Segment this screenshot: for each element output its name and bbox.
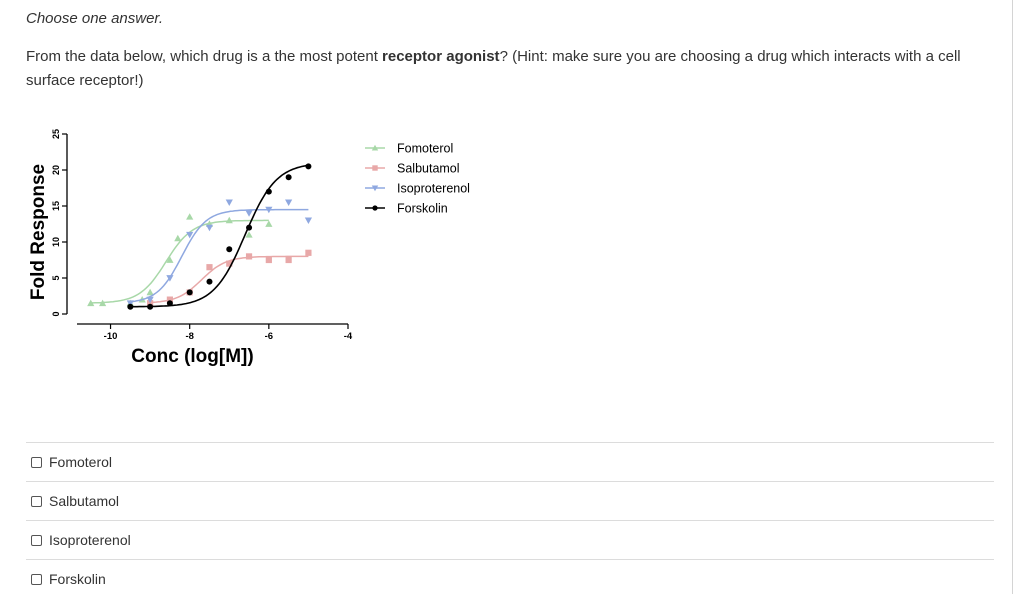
data-point-forskolin (226, 246, 233, 253)
y-tick-label: 20 (51, 165, 61, 175)
x-tick-label: -4 (344, 331, 353, 342)
data-point-isoproterenol (225, 199, 233, 206)
checkbox-icon[interactable] (31, 573, 42, 585)
legend-label-isoproterenol: Isoproterenol (397, 182, 470, 196)
data-point-salbutamol (285, 256, 292, 264)
data-point-isoproterenol (265, 206, 273, 214)
option-isoproterenol[interactable]: Isoproterenol (26, 520, 994, 559)
question-suffix: ? (Hint: make sure you are choosing a dr… (26, 48, 961, 89)
legend-marker-fomoterol (371, 144, 379, 151)
data-point-forskolin (127, 303, 134, 310)
checkbox-icon[interactable] (31, 534, 42, 546)
legend-label-fomoterol: Fomoterol (397, 142, 453, 156)
question-prefix: From the data below, which drug is a the… (26, 48, 383, 65)
data-point-isoproterenol (126, 300, 134, 307)
question-bold: receptor agonist (382, 48, 500, 65)
data-point-salbutamol (226, 260, 233, 267)
data-point-forskolin (305, 163, 312, 170)
x-axis-label: Conc (log[M]) (131, 346, 253, 367)
data-point-salbutamol (245, 253, 253, 260)
series-curve-forskolin (130, 164, 309, 308)
x-tick-label: -10 (104, 331, 118, 342)
data-point-forskolin (206, 278, 213, 285)
option-salbutamol[interactable]: Salbutamol (26, 481, 994, 520)
legend-label-salbutamol: Salbutamol (397, 162, 460, 176)
question-text: From the data below, which drug is a the… (26, 45, 996, 93)
legend-marker-salbutamol (372, 165, 378, 171)
y-tick-label: 0 (51, 311, 61, 316)
y-axis-label: Fold Response (28, 164, 49, 300)
data-point-forskolin (265, 188, 272, 195)
checkbox-icon[interactable] (31, 495, 42, 507)
checkbox-icon[interactable] (31, 456, 42, 468)
data-point-forskolin (147, 303, 154, 310)
data-point-fomoterol (174, 234, 182, 242)
legend-marker-isoproterenol (371, 185, 379, 192)
data-point-salbutamol (166, 296, 174, 303)
data-point-fomoterol (245, 231, 253, 238)
data-point-salbutamol (305, 249, 312, 256)
x-tick-label: -8 (185, 331, 193, 342)
data-point-forskolin (285, 174, 292, 181)
data-point-fomoterol (186, 213, 194, 220)
data-point-isoproterenol (285, 199, 293, 206)
data-point-forskolin (166, 300, 173, 307)
answer-options: Fomoterol Salbutamol Isoproterenol Forsk… (26, 442, 994, 598)
data-point-isoproterenol (166, 275, 174, 282)
data-point-fomoterol (225, 216, 233, 224)
y-tick-label: 25 (51, 129, 61, 139)
series-curve-isoproterenol (130, 208, 309, 303)
dose-response-chart: 0 5 10 15 20 25 -10 -8 -6 -4 Conc (log[M]) Fold Res… (28, 129, 470, 367)
y-tick-label: 15 (51, 201, 61, 211)
data-point-forskolin (246, 224, 253, 231)
data-point-fomoterol (265, 220, 273, 227)
y-tick-label: 10 (51, 237, 61, 247)
option-label: Isoproterenol (49, 532, 131, 548)
series-curve-fomoterol (90, 219, 269, 304)
option-label: Fomoterol (49, 454, 113, 470)
data-point-salbutamol (147, 300, 154, 307)
legend-marker-forskolin (372, 205, 378, 211)
data-point-isoproterenol (245, 210, 253, 217)
data-point-isoproterenol (146, 296, 154, 304)
y-tick-label: 5 (51, 275, 61, 280)
data-point-fomoterol (87, 299, 95, 307)
option-label: Forskolin (49, 571, 106, 587)
instruction-text: Choose one answer. (26, 10, 164, 27)
data-point-isoproterenol (304, 217, 313, 224)
data-point-salbutamol (206, 264, 213, 271)
data-point-isoproterenol (186, 231, 194, 239)
legend-label-forskolin: Forskolin (397, 202, 448, 216)
option-label: Salbutamol (49, 493, 120, 509)
data-point-fomoterol (146, 288, 154, 296)
data-point-fomoterol (99, 299, 107, 307)
option-fomoterol[interactable]: Fomoterol (26, 442, 994, 481)
option-forskolin[interactable]: Forskolin (26, 559, 994, 598)
data-point-salbutamol (265, 256, 272, 264)
data-point-forskolin (186, 289, 193, 296)
x-tick-label: -6 (265, 331, 273, 342)
data-point-fomoterol (166, 256, 174, 263)
data-point-isoproterenol (205, 224, 214, 232)
